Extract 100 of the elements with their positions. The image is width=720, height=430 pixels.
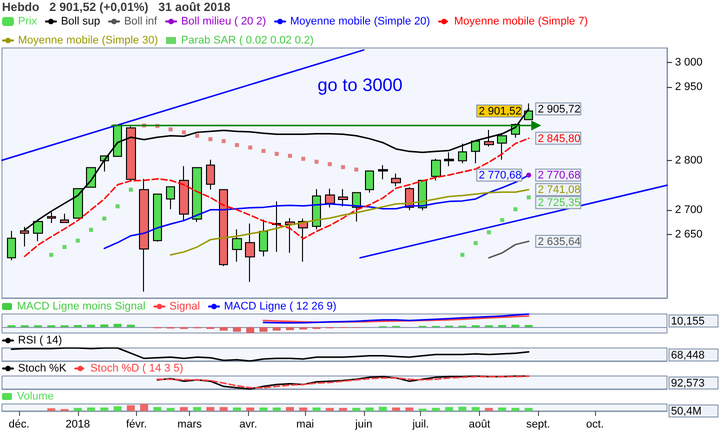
candlestick (245, 222, 255, 282)
data-label: 2 845,80 (538, 132, 581, 145)
point (116, 204, 120, 208)
point (274, 152, 279, 156)
x-tick-label: déc. (8, 418, 30, 430)
candlestick (139, 178, 149, 292)
point (513, 207, 518, 212)
candlestick (219, 189, 228, 267)
legend-label: Stoch %K (18, 362, 67, 374)
legend-label: Moyenne mobile (Simple 30) (18, 34, 158, 46)
point (486, 230, 491, 234)
point (288, 154, 292, 158)
candlestick (431, 158, 441, 181)
point (328, 162, 332, 166)
legend-label: Moyenne mobile (Simple 20) (290, 16, 430, 28)
candlestick (325, 188, 335, 208)
candlestick (179, 166, 189, 222)
line-series (488, 240, 530, 259)
text: 50,4M (671, 406, 702, 418)
point (62, 245, 67, 250)
legend-label: Parab SAR ( 0.02 0.02 0.2) (181, 34, 314, 46)
text: 92,573 (671, 378, 705, 390)
x-tick-label: mars (177, 418, 202, 430)
candlestick (232, 228, 242, 262)
candlestick (338, 188, 348, 207)
point (182, 130, 186, 134)
point (76, 238, 80, 243)
legend-label: Stoch %D ( 14 3 5) (90, 362, 184, 374)
point (301, 156, 306, 161)
candlestick (166, 186, 175, 210)
point (500, 218, 504, 222)
data-label: 2 741,08 (538, 184, 581, 196)
x-tick-label: mai (296, 418, 314, 430)
point (195, 134, 200, 138)
candlestick (365, 170, 374, 194)
candlestick (47, 212, 56, 224)
legend-label: Signal (169, 300, 200, 312)
annotation: go to 3000 (317, 75, 403, 95)
point (49, 252, 54, 257)
candlestick (471, 140, 480, 164)
x-tick-label: juin (354, 418, 372, 430)
point (354, 168, 358, 172)
candlestick (60, 213, 69, 224)
point (314, 160, 318, 164)
candlestick (391, 172, 401, 187)
x-tick-label: févr. (126, 418, 147, 430)
candlestick (285, 218, 295, 254)
candlestick (153, 194, 162, 242)
point (222, 139, 226, 144)
y-tick-label: 2 800 (675, 154, 703, 167)
candlestick (484, 129, 494, 148)
candlestick (378, 164, 388, 180)
line-series (24, 138, 530, 258)
x-tick-label: août (468, 418, 490, 430)
y-tick-label: 3 000 (675, 56, 703, 69)
x-tick-label: 2018 (66, 418, 90, 430)
data-label: 2 770,68 (538, 170, 581, 182)
x-tick-label: avr. (239, 418, 258, 430)
candlestick (352, 192, 361, 222)
candlestick (458, 143, 467, 164)
point (102, 216, 106, 221)
legend-label: Boll inf (124, 16, 158, 28)
candlestick (206, 159, 215, 190)
x-tick-label: oct. (586, 418, 604, 430)
point (208, 137, 212, 142)
legend-label: Volume (17, 390, 54, 402)
legend-label: MACD Ligne ( 12 26 9) (224, 300, 336, 312)
x-tick-label: juil. (411, 418, 429, 430)
chart-title: Hebdo 2 901,52 (+0,01%) 31 août 2018 (2, 0, 231, 14)
y-tick-label: 2 700 (675, 204, 703, 216)
text: 68,448 (671, 350, 705, 362)
point (234, 143, 239, 148)
data-label: 2 905,72 (538, 103, 581, 116)
point (526, 195, 531, 200)
candlestick (192, 167, 202, 223)
legend-label: RSI ( 14) (18, 334, 62, 346)
data-label: 2 635,64 (538, 236, 581, 248)
point (248, 146, 252, 150)
candlestick (126, 126, 136, 182)
data-label: 2 770,68 (478, 170, 522, 182)
line-series (170, 188, 530, 256)
point (341, 165, 346, 170)
candlestick (497, 133, 507, 160)
legend-label: Boll sup (60, 16, 100, 28)
point (168, 127, 173, 132)
point (474, 241, 478, 246)
y-tick-label: 2 950 (675, 81, 703, 94)
point (128, 188, 133, 192)
legend-label: Prix (18, 16, 38, 28)
annotation: 2 901,52 (478, 105, 522, 118)
candlestick (312, 188, 321, 230)
point (460, 252, 464, 257)
point (89, 228, 94, 232)
candlestick (259, 219, 268, 257)
data-label: 2 725,35 (538, 197, 581, 210)
text: 10,155 (671, 316, 705, 328)
candlestick (7, 230, 16, 261)
candlestick (444, 152, 454, 167)
x-tick-label: sept. (526, 418, 550, 430)
legend-label: Moyenne mobile (Simple 7) (454, 16, 588, 28)
